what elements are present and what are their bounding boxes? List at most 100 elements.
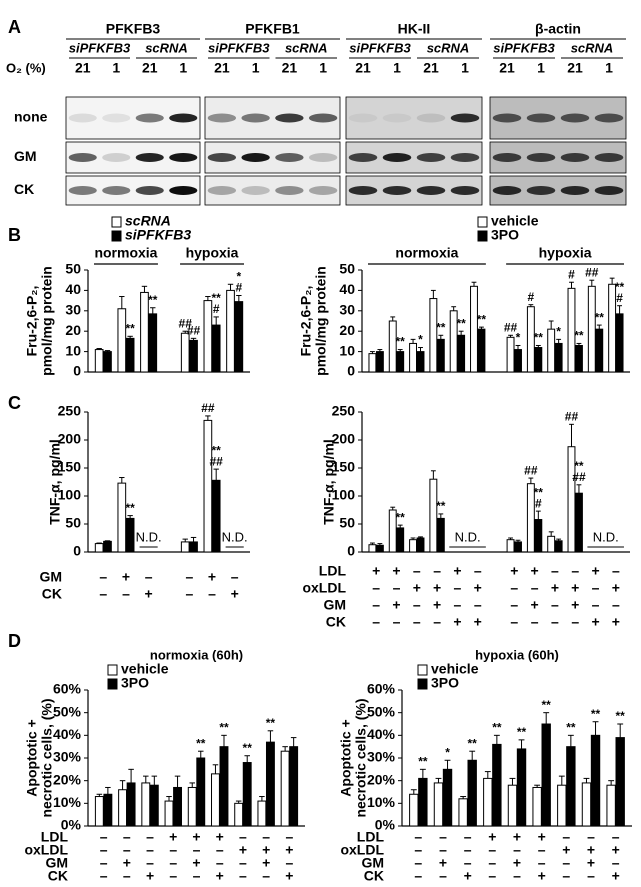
y-axis-label: Apoptotic + [24, 719, 40, 796]
band [135, 153, 164, 162]
condition-sign: – [262, 868, 270, 884]
condition-sign: – [413, 614, 421, 630]
condition-sign: + [464, 868, 472, 884]
bar [375, 544, 384, 553]
band [492, 153, 522, 162]
condition-sign: – [99, 586, 107, 602]
significance-mark: ** [616, 709, 626, 723]
y-tick-label: 40% [367, 726, 396, 742]
bar [242, 762, 252, 827]
o2-level: 21 [214, 60, 230, 76]
condition-sign: + [123, 855, 131, 871]
significance-mark: # [616, 291, 623, 305]
condition-sign: – [99, 569, 107, 585]
condition-sign: + [169, 829, 177, 845]
condition-sign: – [413, 563, 421, 579]
band [207, 186, 237, 195]
condition-sign: – [169, 868, 177, 884]
legend-swatch [477, 230, 488, 242]
bar [234, 301, 244, 373]
bar [289, 746, 299, 827]
condition-sign: – [122, 586, 130, 602]
band [68, 153, 97, 162]
band [450, 113, 480, 123]
significance-mark: ** [436, 499, 446, 513]
condition-sign: + [510, 563, 518, 579]
condition-sign: – [145, 569, 153, 585]
condition-sign: + [612, 580, 620, 596]
condition-sign: – [372, 614, 380, 630]
bar [149, 784, 159, 827]
condition-sign: – [100, 842, 108, 858]
condition-sign: + [612, 614, 620, 630]
condition-sign: – [464, 855, 472, 871]
condition-sign: – [488, 855, 496, 871]
legend-swatch [111, 230, 122, 242]
bar [418, 777, 428, 827]
significance-mark: ** [125, 321, 135, 335]
condition-sign: – [123, 829, 131, 845]
y-tick-label: 20% [367, 771, 396, 787]
condition-sign: – [262, 829, 270, 845]
condition-sign: – [414, 829, 422, 845]
condition-sign: + [538, 829, 546, 845]
bar [554, 540, 563, 553]
y-tick-label: 30% [53, 749, 82, 765]
y-tick-label: 50 [339, 261, 355, 277]
y-tick-label: 150 [58, 459, 82, 475]
bar [125, 517, 135, 553]
condition-sign: + [208, 569, 216, 585]
band [169, 153, 198, 162]
bar [94, 796, 104, 827]
condition-sign: – [231, 569, 239, 585]
y-tick-label: 200 [332, 431, 356, 447]
bar [534, 519, 543, 553]
significance-mark: ** [148, 293, 158, 307]
bar [416, 537, 425, 553]
condition-name: CK [364, 868, 384, 884]
protein-label: PFKFB1 [245, 21, 300, 37]
condition-sign: + [453, 614, 461, 630]
condition-sign: – [612, 597, 620, 613]
band [560, 153, 590, 162]
condition-sign: + [474, 580, 482, 596]
legend-label: 3PO [431, 675, 459, 691]
band [526, 186, 556, 195]
condition-sign: – [433, 563, 441, 579]
bar [514, 349, 522, 373]
significance-mark: ## [504, 320, 518, 334]
band [102, 153, 131, 162]
y-tick-label: 20% [53, 771, 82, 787]
condition-sign: – [551, 614, 559, 630]
bar [203, 300, 213, 373]
bar [103, 793, 113, 827]
bar [416, 351, 425, 373]
condition-sign: + [216, 868, 224, 884]
protein-label: PFKFB3 [106, 21, 161, 37]
bar [554, 342, 563, 373]
o2-level: 21 [499, 60, 515, 76]
band [102, 113, 131, 123]
y-tick-label: 100 [58, 487, 82, 503]
band [169, 186, 198, 195]
y-tick-label: 20 [339, 322, 355, 338]
bar [547, 328, 556, 373]
band [594, 153, 624, 162]
condition-sign: + [571, 597, 579, 613]
legend-swatch [107, 664, 118, 676]
significance-mark: ** [436, 320, 446, 334]
band [68, 186, 97, 195]
band [169, 113, 198, 123]
significance-mark: ** [196, 736, 206, 750]
bar [187, 786, 197, 827]
condition-sign: – [193, 868, 201, 884]
treatment-label: siPFKFB3 [493, 40, 555, 55]
condition-sign: – [612, 829, 620, 845]
y-tick-label: 200 [58, 431, 82, 447]
significance-mark: # [213, 302, 220, 316]
legend-label: 3PO [121, 675, 149, 691]
bar [581, 782, 592, 827]
bar [409, 793, 419, 827]
condition-sign: + [513, 829, 521, 845]
